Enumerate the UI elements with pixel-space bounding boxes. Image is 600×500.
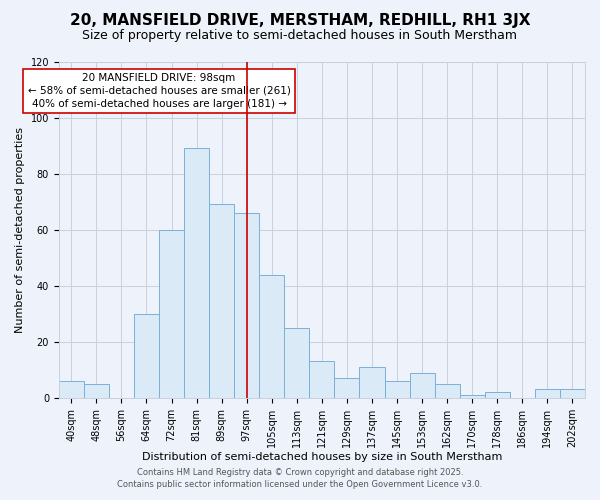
- Text: Contains HM Land Registry data © Crown copyright and database right 2025.
Contai: Contains HM Land Registry data © Crown c…: [118, 468, 482, 489]
- Bar: [209, 204, 234, 398]
- Bar: [460, 395, 485, 398]
- Bar: [334, 378, 359, 398]
- Text: Size of property relative to semi-detached houses in South Merstham: Size of property relative to semi-detach…: [83, 29, 517, 42]
- Bar: [184, 148, 209, 398]
- Bar: [385, 381, 410, 398]
- X-axis label: Distribution of semi-detached houses by size in South Merstham: Distribution of semi-detached houses by …: [142, 452, 502, 462]
- Text: 20 MANSFIELD DRIVE: 98sqm
← 58% of semi-detached houses are smaller (261)
40% of: 20 MANSFIELD DRIVE: 98sqm ← 58% of semi-…: [28, 72, 290, 109]
- Bar: [434, 384, 460, 398]
- Text: 20, MANSFIELD DRIVE, MERSTHAM, REDHILL, RH1 3JX: 20, MANSFIELD DRIVE, MERSTHAM, REDHILL, …: [70, 12, 530, 28]
- Bar: [284, 328, 310, 398]
- Bar: [134, 314, 159, 398]
- Bar: [259, 274, 284, 398]
- Y-axis label: Number of semi-detached properties: Number of semi-detached properties: [15, 126, 25, 332]
- Bar: [410, 372, 434, 398]
- Bar: [310, 362, 334, 398]
- Bar: [485, 392, 510, 398]
- Bar: [159, 230, 184, 398]
- Bar: [234, 213, 259, 398]
- Bar: [359, 367, 385, 398]
- Bar: [84, 384, 109, 398]
- Bar: [560, 390, 585, 398]
- Bar: [59, 381, 84, 398]
- Bar: [535, 390, 560, 398]
